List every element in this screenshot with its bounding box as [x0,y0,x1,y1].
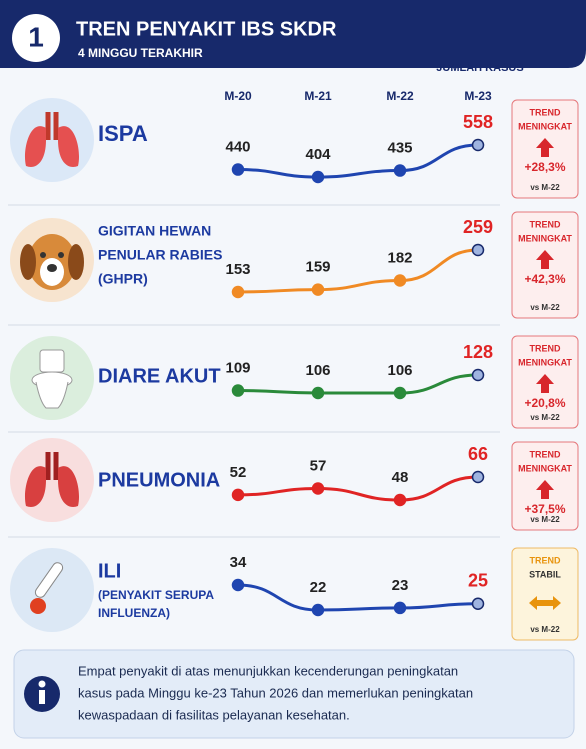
data-point [395,275,406,286]
column-label: M-20 [224,89,252,103]
disease-name: PNEUMONIA [98,469,220,491]
column-label: M-22 [386,89,414,103]
trend-status: MENINGKAT [518,121,572,131]
icon-pneumonia [10,438,94,522]
value-label: 25 [468,571,488,591]
trend-status: MENINGKAT [518,357,572,367]
trend-ref: vs M-22 [530,303,560,312]
disease-name: PENULAR RABIES [98,247,222,263]
column-title: JUMLAH KASUS [436,62,523,74]
trend-status: MENINGKAT [518,233,572,243]
data-point [313,388,324,399]
value-label: 109 [225,360,250,377]
data-point [233,489,244,500]
data-point [313,172,324,183]
disease-name: ILI [98,560,121,582]
footer-text: kasus pada Minggu ke-23 Tahun 2026 dan m… [78,685,473,700]
icon-lungs [10,98,94,182]
trend-ref: vs M-22 [530,625,560,634]
footer-text: kewaspadaan di fasilitas pelayanan keseh… [78,707,350,722]
info-icon-dot [39,681,46,688]
trend-label: TREND [530,449,561,459]
data-point [313,483,324,494]
value-label: 259 [463,217,493,237]
icon-dog [10,218,94,302]
data-point [233,287,244,298]
value-label: 128 [463,342,493,362]
data-point [313,284,324,295]
trend-ref: vs M-22 [530,515,560,524]
data-point [233,385,244,396]
data-point [313,605,324,616]
data-point [473,140,484,151]
disease-name: DIARE AKUT [98,365,221,387]
value-label: 66 [468,444,488,464]
trend-label: TREND [530,555,561,565]
data-point [473,598,484,609]
value-label: 153 [225,261,250,278]
footer-text: Empat penyakit di atas menunjukkan kecen… [78,663,458,678]
value-label: 23 [392,577,409,594]
column-label: M-21 [304,89,332,103]
trend-change: +28,3% [524,160,565,174]
trend-label: TREND [530,219,561,229]
value-label: 435 [387,140,412,157]
value-label: 106 [387,362,412,379]
infographic: 1 TREN PENYAKIT IBS SKDR 4 MINGGU TERAKH… [0,0,586,749]
page: 1 TREN PENYAKIT IBS SKDR 4 MINGGU TERAKH… [0,0,586,749]
info-icon-bar [39,690,45,704]
header-number: 1 [28,21,44,52]
disease-name: (GHPR) [98,271,148,287]
value-label: 404 [305,146,331,163]
value-label: 182 [387,249,412,266]
header-subtitle: 4 MINGGU TERAKHIR [78,46,203,60]
data-point [473,370,484,381]
trend-label: TREND [530,343,561,353]
value-label: 22 [310,579,327,596]
trend-ref: vs M-22 [530,413,560,422]
value-label: 106 [305,362,330,379]
value-label: 159 [305,259,330,276]
trend-status: STABIL [529,569,561,579]
value-label: 34 [230,554,247,571]
disease-name: ISPA [98,121,148,146]
icon-toilet [10,336,94,420]
data-point [395,165,406,176]
data-point [395,602,406,613]
data-point [473,472,484,483]
data-point [233,580,244,591]
disease-name: GIGITAN HEWAN [98,223,211,239]
trend-change: +37,5% [524,502,565,516]
value-label: 57 [310,457,327,474]
data-point [395,495,406,506]
disease-subname: (PENYAKIT SERUPA [98,588,214,602]
icon-thermometer [10,548,94,632]
data-point [233,164,244,175]
trend-status: MENINGKAT [518,463,572,473]
data-point [395,388,406,399]
data-point [473,245,484,256]
value-label: 440 [225,138,250,155]
value-label: 48 [392,469,409,486]
trend-change: +42,3% [524,272,565,286]
trend-ref: vs M-22 [530,183,560,192]
header-title: TREN PENYAKIT IBS SKDR [76,18,337,40]
column-label: M-23 [464,89,492,103]
value-label: 52 [230,464,247,481]
trend-label: TREND [530,107,561,117]
disease-subname: INFLUENZA) [98,606,170,620]
value-label: 558 [463,112,493,132]
trend-change: +20,8% [524,396,565,410]
